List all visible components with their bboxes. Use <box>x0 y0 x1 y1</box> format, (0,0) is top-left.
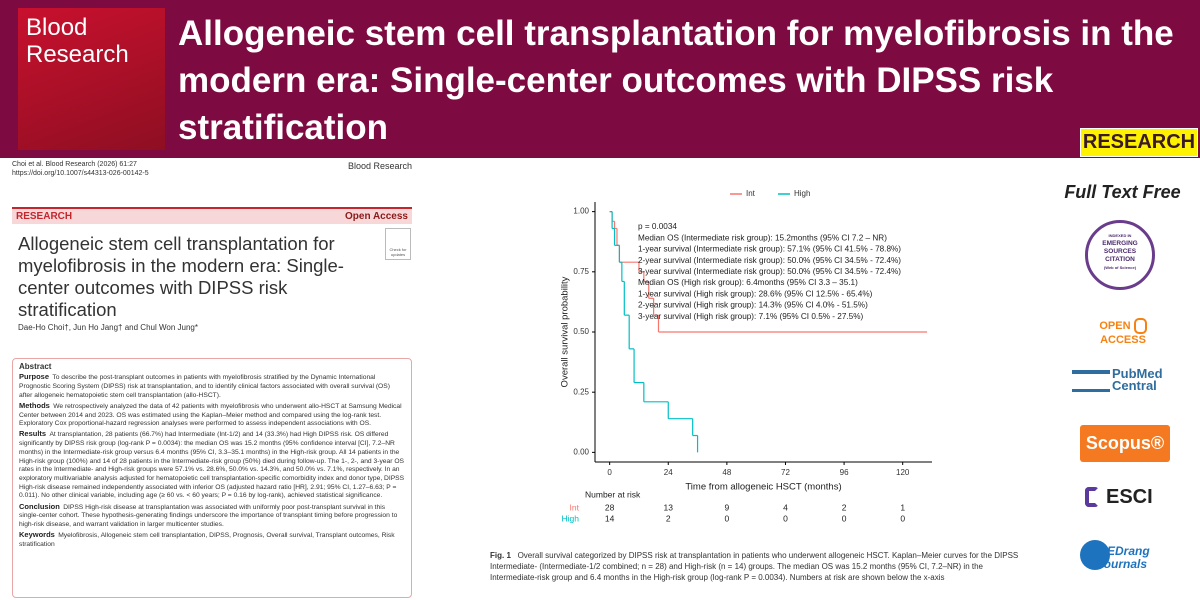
cover-text: Research <box>26 41 129 68</box>
cover-text: Blood <box>26 14 88 41</box>
section-text: We retrospectively analyzed the data of … <box>19 402 402 428</box>
x-axis-title: Time from allogeneic HSCT (months) <box>685 482 841 493</box>
annotation: 3-year survival (High risk group): 7.1% … <box>638 312 864 321</box>
open-access-logo: OPEN ACCESS <box>1078 318 1168 346</box>
paper-title: Allogeneic stem cell transplantation for… <box>18 233 344 320</box>
section-label: Purpose <box>19 372 50 382</box>
risk-count: 0 <box>783 513 788 523</box>
risk-count: 2 <box>666 513 671 523</box>
esci-icon <box>1085 487 1099 507</box>
badge-text: SOURCES <box>1103 248 1137 255</box>
abstract-box: Abstract Purpose To describe the post-tr… <box>12 358 412 598</box>
risk-count: 13 <box>664 502 674 512</box>
medrang-logo: MEDrang Journals <box>1097 545 1150 571</box>
abstract-section: Conclusion DIPSS High-risk disease at tr… <box>19 501 405 530</box>
abstract-section: Results At transplantation, 28 patients … <box>19 430 405 501</box>
pmc-icon <box>1072 370 1110 392</box>
risk-count: 1 <box>900 502 905 512</box>
x-tick-label: 0 <box>607 468 612 477</box>
annotation: p = 0.0034 <box>638 222 677 231</box>
annotation: Median OS (High risk group): 6.4months (… <box>638 278 858 287</box>
esci-badge: INDEXED IN EMERGING SOURCES CITATION (We… <box>1085 220 1155 290</box>
section-text: To describe the post-transplant outcomes… <box>19 374 390 399</box>
section-label: Keywords <box>19 530 55 540</box>
risk-count: 28 <box>605 502 615 512</box>
doi: https://doi.org/10.1007/s44313-026-00142… <box>12 170 149 177</box>
badge-text: CITATION <box>1105 256 1135 263</box>
medrang-text: Journals <box>1097 557 1148 571</box>
journal-cover: Blood Research <box>18 8 165 150</box>
badge-text: (Web of Science) <box>1103 265 1137 270</box>
caption-text: Overall survival categorized by DIPSS ri… <box>490 551 1019 582</box>
check-updates: Check for updates <box>385 228 411 260</box>
abstract-body: Purpose To describe the post-transplant … <box>19 372 405 549</box>
abstract-section: Methods We retrospectively analyzed the … <box>19 400 405 429</box>
authors: Dae-Ho Choi†, Jun Ho Jang† and Chul Won … <box>18 323 198 332</box>
section-label: Conclusion <box>19 501 60 511</box>
section-text: Myelofibrosis, Allogeneic stem cell tran… <box>19 532 395 548</box>
oa-text: ACCESS <box>1100 334 1146 346</box>
pmc-text: PubMed <box>1112 366 1163 381</box>
risk-row-label: Int <box>570 502 580 512</box>
y-tick-label: 1.00 <box>573 207 589 216</box>
risk-count: 4 <box>783 502 788 512</box>
abstract-section: Keywords Myelofibrosis, Allogeneic stem … <box>19 530 405 549</box>
legend-label: Int <box>746 189 756 198</box>
y-axis-title: Overall survival probability <box>560 276 571 387</box>
annotation: 1-year survival (High risk group): 28.6%… <box>638 289 873 298</box>
risk-count: 2 <box>842 502 847 512</box>
section-label: Results <box>19 429 47 439</box>
banner-title: Allogeneic stem cell transplantation for… <box>178 14 1174 147</box>
research-badge: RESEARCH <box>1080 128 1198 157</box>
access-label: Open Access <box>345 211 408 222</box>
medrang-icon <box>1080 540 1110 570</box>
section-label: RESEARCH <box>16 211 73 222</box>
annotation: 2-year survival (Intermediate risk group… <box>638 256 901 265</box>
x-tick-label: 24 <box>664 468 673 477</box>
risk-count: 0 <box>900 513 905 523</box>
y-tick-label: 0.50 <box>573 327 589 336</box>
section-text: DIPSS High-risk disease at transplantati… <box>19 503 398 528</box>
risk-count: 14 <box>605 513 615 523</box>
banner <box>0 0 1200 158</box>
esci-logo: ESCI <box>1106 486 1153 508</box>
pmc-text: Central <box>1112 378 1157 393</box>
section-text: At transplantation, 28 patients (66.7%) … <box>19 431 405 500</box>
pubmed-logo: PubMed Central <box>1112 366 1163 393</box>
medrang-text: MEDrang <box>1097 544 1150 558</box>
abstract-section: Purpose To describe the post-transplant … <box>19 372 405 400</box>
abstract-heading: Abstract <box>19 362 52 371</box>
risk-count: 9 <box>725 502 730 512</box>
citation: Choi et al. Blood Research (2026) 61:27 <box>12 161 137 168</box>
oa-text: OPEN <box>1099 319 1131 332</box>
risk-count: 0 <box>842 513 847 523</box>
badge-text: EMERGING <box>1102 240 1138 247</box>
x-tick-label: 48 <box>722 468 731 477</box>
risk-row-label: High <box>562 513 580 523</box>
section-label: Methods <box>19 400 50 410</box>
annotation: 3-year survival (Intermediate risk group… <box>638 267 901 276</box>
risk-count: 0 <box>725 513 730 523</box>
y-tick-label: 0.25 <box>573 387 589 396</box>
annotation: 2-year survival (High risk group): 14.3%… <box>638 301 868 310</box>
x-tick-label: 120 <box>896 468 910 477</box>
scopus-logo: Scopus® <box>1080 425 1170 462</box>
legend-label: High <box>794 189 810 198</box>
full-text-free: Full Text Free <box>1064 182 1181 202</box>
y-tick-label: 0.75 <box>573 267 589 276</box>
section-bar: RESEARCH Open Access <box>12 207 412 224</box>
x-tick-label: 96 <box>840 468 849 477</box>
y-tick-label: 0.00 <box>573 447 589 456</box>
badge-text: INDEXED IN <box>1108 233 1132 238</box>
x-tick-label: 72 <box>781 468 790 477</box>
risk-title: Number at risk <box>585 489 641 499</box>
journal-name: Blood Research <box>347 161 412 171</box>
caption-label: Fig. 1 <box>490 551 511 560</box>
figure-caption: Fig. 1 Overall survival categorized by D… <box>490 550 1025 583</box>
annotation: 1-year survival (Intermediate risk group… <box>638 245 901 254</box>
annotation: Median OS (Intermediate risk group): 15.… <box>638 233 887 242</box>
